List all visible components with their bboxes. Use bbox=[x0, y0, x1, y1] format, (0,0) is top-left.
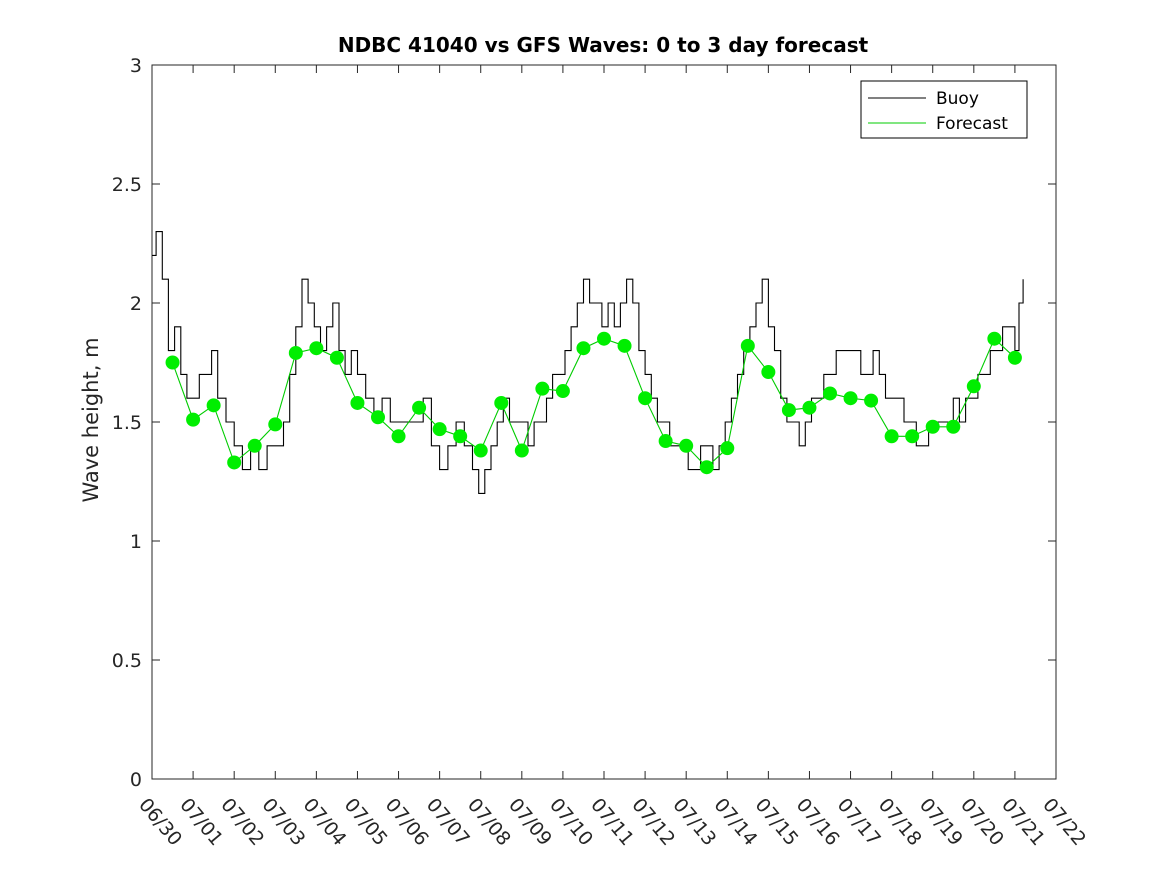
legend-buoy-label: Buoy bbox=[936, 89, 979, 109]
forecast-point bbox=[514, 443, 529, 458]
forecast-point bbox=[699, 460, 714, 475]
forecast-point bbox=[884, 429, 899, 444]
forecast-point bbox=[206, 398, 221, 413]
forecast-point bbox=[802, 400, 817, 415]
y-tick-label: 2.5 bbox=[112, 174, 142, 196]
forecast-point bbox=[761, 365, 776, 380]
y-tick-label: 0 bbox=[130, 769, 142, 791]
legend-forecast-label: Forecast bbox=[936, 114, 1008, 134]
forecast-point bbox=[391, 429, 406, 444]
y-tick-label: 2 bbox=[130, 293, 142, 315]
forecast-point bbox=[247, 438, 262, 453]
forecast-point bbox=[740, 338, 755, 353]
y-tick-label: 0.5 bbox=[112, 650, 142, 672]
y-axis-label: Wave height, m bbox=[79, 337, 103, 502]
forecast-point bbox=[823, 386, 837, 401]
forecast-point bbox=[864, 393, 879, 408]
plot-area bbox=[151, 64, 1057, 780]
y-tick-label: 1.5 bbox=[112, 412, 142, 434]
forecast-point bbox=[597, 331, 611, 346]
legend: Buoy Forecast bbox=[860, 80, 1028, 139]
forecast-point bbox=[1007, 350, 1022, 365]
forecast-point bbox=[617, 338, 632, 353]
forecast-point bbox=[268, 417, 283, 432]
forecast-point bbox=[781, 403, 796, 418]
y-tick-label: 1 bbox=[130, 531, 142, 553]
chart-title: NDBC 41040 vs GFS Waves: 0 to 3 day fore… bbox=[338, 33, 869, 57]
forecast-point bbox=[473, 443, 488, 458]
forecast-point bbox=[453, 429, 468, 444]
legend-box bbox=[860, 80, 1028, 139]
forecast-point bbox=[658, 434, 673, 449]
forecast-point bbox=[638, 391, 653, 406]
forecast-point bbox=[350, 395, 365, 410]
forecast-point bbox=[555, 384, 570, 399]
forecast-point bbox=[987, 331, 1002, 346]
forecast-point bbox=[966, 379, 981, 394]
forecast-point bbox=[494, 395, 509, 410]
forecast-point bbox=[679, 438, 694, 453]
forecast-point bbox=[535, 381, 550, 396]
forecast-point bbox=[309, 341, 324, 356]
forecast-point bbox=[925, 419, 940, 434]
y-axis: 0 0.5 1 1.5 2 2.5 3 bbox=[112, 55, 1056, 791]
forecast-point bbox=[371, 410, 385, 425]
forecast-point bbox=[576, 341, 591, 356]
forecast-point bbox=[905, 429, 920, 444]
forecast-point bbox=[720, 441, 735, 456]
forecast-point bbox=[329, 350, 344, 365]
forecast-point bbox=[227, 455, 242, 470]
forecast-point bbox=[288, 345, 303, 360]
forecast-point bbox=[432, 422, 447, 437]
y-tick-label: 3 bbox=[130, 55, 142, 77]
buoy-series-line bbox=[152, 231, 1024, 494]
forecast-point bbox=[412, 400, 427, 415]
forecast-point bbox=[946, 419, 961, 434]
forecast-point bbox=[843, 391, 858, 406]
forecast-point bbox=[165, 355, 180, 370]
forecast-point bbox=[186, 412, 201, 427]
